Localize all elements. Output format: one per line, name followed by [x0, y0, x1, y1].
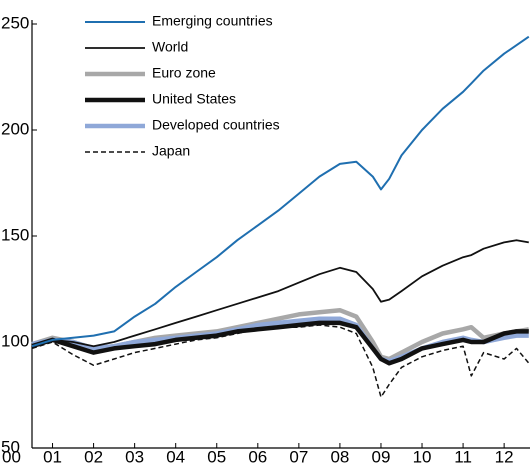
- legend-label: United States: [152, 91, 236, 107]
- x-tick-label: 10: [413, 447, 432, 466]
- x-tick-label: 01: [43, 447, 62, 466]
- series-line: [31, 324, 530, 398]
- x-tick-label: 09: [372, 447, 391, 466]
- series-line: [31, 320, 529, 366]
- x-tick-label: 08: [330, 447, 349, 466]
- legend-label: Emerging countries: [152, 13, 273, 29]
- x-tick-label: 03: [125, 447, 144, 466]
- x-tick-label: 02: [84, 447, 103, 466]
- legend-label: Euro zone: [152, 65, 216, 81]
- x-tick-label: 06: [248, 447, 267, 466]
- legend-label: Japan: [152, 143, 190, 159]
- x-tick-label: 12: [495, 447, 514, 466]
- y-tick-label: 50: [1, 437, 20, 456]
- y-tick-label: 150: [1, 225, 29, 244]
- x-tick-label: 11: [454, 447, 472, 466]
- x-tick-label: 07: [289, 447, 308, 466]
- x-tick-label: 00: [2, 447, 21, 466]
- series-line: [31, 239, 529, 348]
- x-tick-label: 04: [166, 447, 185, 466]
- x-tick-label: 05: [207, 447, 226, 466]
- legend-label: Developed countries: [152, 117, 280, 133]
- legend-label: World: [152, 39, 188, 55]
- y-tick-label: 200: [1, 119, 29, 138]
- y-tick-label: 100: [1, 331, 29, 350]
- series-line: [31, 35, 530, 348]
- y-tick-label: 250: [1, 13, 29, 32]
